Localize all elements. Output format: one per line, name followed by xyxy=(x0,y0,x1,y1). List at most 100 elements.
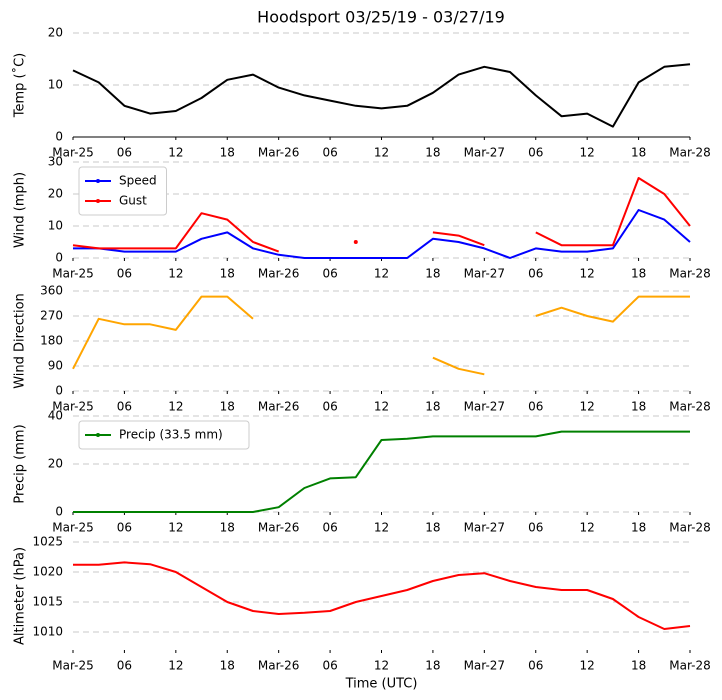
x-tick-label: 18 xyxy=(220,146,235,160)
x-tick-label: 12 xyxy=(168,146,183,160)
data-line xyxy=(73,561,691,630)
y-axis-label: Wind Direction xyxy=(13,293,28,389)
legend-marker xyxy=(96,199,100,203)
x-tick-label: 06 xyxy=(528,146,543,160)
x-tick-label: Mar-26 xyxy=(258,267,299,281)
y-axis-label: Temp (˚C) xyxy=(12,53,28,119)
x-tick-label: Mar-27 xyxy=(464,659,505,673)
y-tick-label: 0 xyxy=(55,251,63,265)
y-tick-label: 10 xyxy=(48,78,63,92)
x-tick-label: 18 xyxy=(425,400,440,414)
x-tick-label: 18 xyxy=(220,267,235,281)
x-tick-label: 18 xyxy=(631,146,646,160)
legend-label: Precip (33.5 mm) xyxy=(119,428,223,442)
x-tick-label: Mar-28 xyxy=(669,521,710,535)
x-tick-label: 06 xyxy=(322,659,337,673)
y-tick-label: 360 xyxy=(40,284,63,298)
x-tick-label: 18 xyxy=(631,400,646,414)
y-tick-label: 0 xyxy=(55,505,63,519)
legend-box xyxy=(78,166,167,216)
x-tick-label: 18 xyxy=(631,521,646,535)
legend-marker xyxy=(96,433,100,437)
data-line xyxy=(432,231,485,247)
data-line xyxy=(72,295,254,370)
x-tick-label: 06 xyxy=(322,400,337,414)
data-line xyxy=(432,356,485,376)
x-tick-label: 12 xyxy=(374,146,389,160)
x-tick-label: 12 xyxy=(580,146,595,160)
y-tick-label: 1020 xyxy=(32,565,63,579)
x-tick-label: Mar-28 xyxy=(669,400,710,414)
x-tick-label: Mar-25 xyxy=(52,521,93,535)
data-line xyxy=(73,430,690,513)
x-tick-label: Mar-26 xyxy=(258,659,299,673)
x-tick-label: Mar-27 xyxy=(464,521,505,535)
y-tick-label: 1025 xyxy=(32,535,63,549)
data-line xyxy=(73,209,691,259)
x-tick-label: Mar-27 xyxy=(464,267,505,281)
x-tick-label: Mar-27 xyxy=(464,400,505,414)
x-tick-label: Mar-27 xyxy=(464,146,505,160)
y-tick-label: 0 xyxy=(55,384,63,398)
x-tick-label: 12 xyxy=(374,521,389,535)
y-tick-label: 30 xyxy=(48,155,63,169)
x-tick-label: Mar-26 xyxy=(258,521,299,535)
y-axis-label: Wind (mph) xyxy=(13,172,28,248)
x-tick-label: 18 xyxy=(220,400,235,414)
x-tick-label: 18 xyxy=(220,659,235,673)
x-tick-label: Mar-26 xyxy=(258,400,299,414)
x-tick-label: 06 xyxy=(528,267,543,281)
legend-box xyxy=(78,420,250,450)
x-tick-label: 06 xyxy=(322,146,337,160)
x-tick-label: 06 xyxy=(117,146,132,160)
x-tick-label: 12 xyxy=(580,659,595,673)
y-tick-label: 1010 xyxy=(32,625,63,639)
x-tick-label: 06 xyxy=(528,659,543,673)
x-tick-label: 18 xyxy=(425,267,440,281)
y-tick-label: 20 xyxy=(48,26,63,40)
x-tick-label: Mar-25 xyxy=(52,400,93,414)
x-tick-label: 12 xyxy=(168,521,183,535)
y-tick-label: 270 xyxy=(40,309,63,323)
x-tick-label: 18 xyxy=(425,146,440,160)
x-tick-label: 06 xyxy=(117,521,132,535)
x-tick-label: 12 xyxy=(168,659,183,673)
x-tick-label: 18 xyxy=(425,659,440,673)
y-tick-label: 10 xyxy=(48,219,63,233)
x-tick-label: 06 xyxy=(117,267,132,281)
x-tick-label: 06 xyxy=(117,659,132,673)
x-tick-label: Mar-28 xyxy=(669,146,710,160)
y-tick-label: 0 xyxy=(55,130,63,144)
x-tick-label: 18 xyxy=(425,521,440,535)
x-tick-label: 12 xyxy=(374,267,389,281)
x-tick-label: 06 xyxy=(117,400,132,414)
data-point xyxy=(353,240,358,244)
legend-label: Speed xyxy=(119,174,157,188)
x-tick-label: Mar-25 xyxy=(52,659,93,673)
x-tick-label: 12 xyxy=(374,400,389,414)
y-tick-label: 40 xyxy=(48,409,63,423)
x-axis-label: Time (UTC) xyxy=(345,677,418,692)
y-tick-label: 1015 xyxy=(32,595,63,609)
legend-marker xyxy=(96,179,100,183)
x-tick-label: Mar-25 xyxy=(52,267,93,281)
y-tick-label: 20 xyxy=(48,457,63,471)
x-tick-label: 06 xyxy=(528,521,543,535)
x-tick-label: 18 xyxy=(631,267,646,281)
legend-label: Gust xyxy=(119,194,147,208)
chart-title: Hoodsport 03/25/19 - 03/27/19 xyxy=(257,8,505,27)
x-tick-label: 06 xyxy=(322,267,337,281)
y-axis-label: Altimeter (hPa) xyxy=(13,547,28,645)
x-tick-label: 18 xyxy=(631,659,646,673)
x-tick-label: Mar-25 xyxy=(52,146,93,160)
x-tick-label: 12 xyxy=(374,659,389,673)
data-line xyxy=(72,63,691,128)
x-tick-label: 12 xyxy=(580,521,595,535)
y-tick-label: 180 xyxy=(40,334,63,348)
x-tick-label: Mar-28 xyxy=(669,659,710,673)
data-line xyxy=(535,295,690,323)
x-tick-label: 12 xyxy=(580,267,595,281)
y-tick-label: 90 xyxy=(48,359,63,373)
x-tick-label: 06 xyxy=(528,400,543,414)
x-tick-label: 12 xyxy=(168,400,183,414)
